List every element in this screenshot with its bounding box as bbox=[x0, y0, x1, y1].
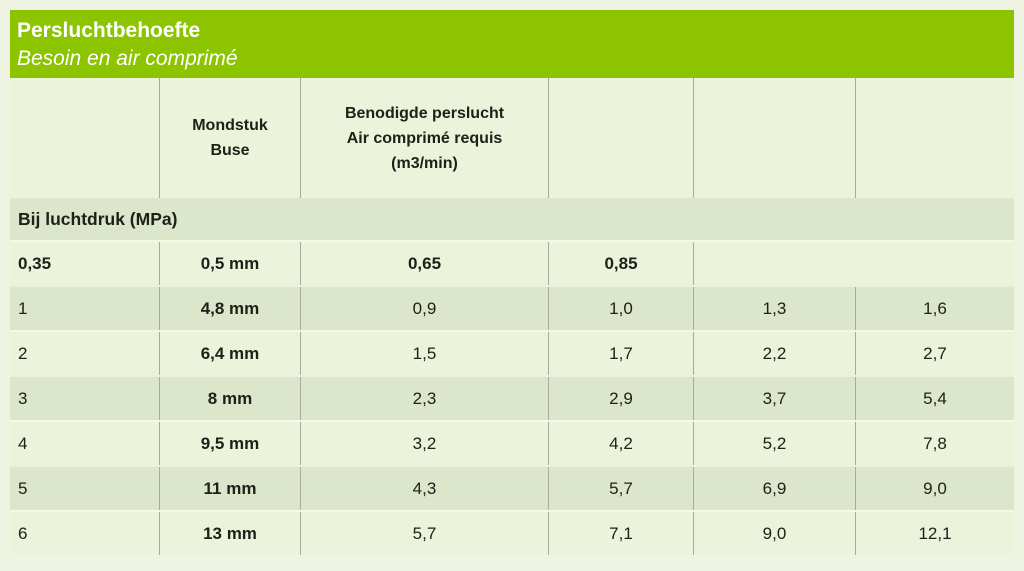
air-header-unit: (m3/min) bbox=[391, 154, 458, 172]
value-cell: 1,5 bbox=[300, 332, 548, 375]
air-required-column-header: Benodigde perslucht Air comprimé requis … bbox=[300, 78, 548, 198]
nozzle-cell: 8 mm bbox=[159, 377, 300, 420]
table-row: 2 6,4 mm 1,5 1,7 2,2 2,7 bbox=[10, 330, 1014, 375]
pressure-cell: 1 bbox=[18, 299, 28, 318]
nozzle-header-line-fr: Buse bbox=[210, 142, 250, 159]
empty-header-cell bbox=[548, 78, 693, 198]
nozzle-cell: 0,5 mm bbox=[159, 242, 300, 285]
value-cell: 2,9 bbox=[548, 377, 693, 420]
empty-header-cell bbox=[10, 78, 159, 198]
pressure-cell: 0,35 bbox=[18, 254, 52, 273]
nozzle-cell: 13 mm bbox=[159, 512, 300, 555]
pressure-cell: 2 bbox=[18, 344, 28, 363]
table-row: 6 13 mm 5,7 7,1 9,0 12,1 bbox=[10, 510, 1014, 555]
table-title-bar: Persluchtbehoefte Besoin en air comprimé bbox=[10, 10, 1014, 78]
table-row: 5 11 mm 4,3 5,7 6,9 9,0 bbox=[10, 465, 1014, 510]
column-header-row: Mondstuk Buse Benodigde perslucht Air co… bbox=[10, 78, 1014, 198]
table-subtitle: Besoin en air comprimé bbox=[17, 46, 238, 70]
nozzle-column-header: Mondstuk Buse bbox=[159, 78, 300, 198]
value-cell: 7,8 bbox=[855, 422, 1014, 465]
pressure-cell: 6 bbox=[18, 524, 28, 543]
nozzle-cell: 4,8 mm bbox=[159, 287, 300, 330]
air-pressure-band: Bij luchtdruk (MPa) bbox=[10, 198, 1014, 240]
value-cell: 6,9 bbox=[693, 467, 855, 510]
value-cell: 1,3 bbox=[693, 287, 855, 330]
air-header-line-fr: Air comprimé requis bbox=[346, 129, 503, 147]
value-cell: 9,0 bbox=[855, 467, 1014, 510]
table-row: 1 4,8 mm 0,9 1,0 1,3 1,6 bbox=[10, 285, 1014, 330]
value-cell: 4,2 bbox=[548, 422, 693, 465]
column-divider bbox=[159, 85, 160, 194]
column-divider bbox=[300, 85, 301, 194]
nozzle-cell: 11 mm bbox=[159, 467, 300, 510]
nozzle-header-line-nl: Mondstuk bbox=[192, 117, 268, 134]
table-row: 3 8 mm 2,3 2,9 3,7 5,4 bbox=[10, 375, 1014, 420]
value-cell: 5,2 bbox=[693, 422, 855, 465]
pressure-cell: 3 bbox=[18, 389, 28, 408]
value-cell: 5,7 bbox=[548, 467, 693, 510]
value-cell: 2,2 bbox=[693, 332, 855, 375]
table-row: 4 9,5 mm 3,2 4,2 5,2 7,8 bbox=[10, 420, 1014, 465]
value-cell: 9,0 bbox=[693, 512, 855, 555]
empty-header-cell bbox=[693, 78, 855, 198]
table-body: 0,35 0,5 mm 0,65 0,85 1 4,8 mm 0,9 1,0 1… bbox=[10, 240, 1014, 555]
value-cell: 5,7 bbox=[300, 512, 548, 555]
compressed-air-requirements-table: Persluchtbehoefte Besoin en air comprimé… bbox=[10, 10, 1014, 555]
value-cell: 0,9 bbox=[300, 287, 548, 330]
value-cell: 12,1 bbox=[855, 512, 1014, 555]
value-cell: 0,85 bbox=[548, 242, 693, 285]
value-cell bbox=[693, 242, 855, 285]
nozzle-cell: 9,5 mm bbox=[159, 422, 300, 465]
value-cell: 2,3 bbox=[300, 377, 548, 420]
value-cell: 3,7 bbox=[693, 377, 855, 420]
table-row: 0,35 0,5 mm 0,65 0,85 bbox=[10, 240, 1014, 285]
air-header-line-nl: Benodigde perslucht bbox=[344, 104, 505, 122]
pressure-cell: 4 bbox=[18, 434, 28, 453]
nozzle-cell: 6,4 mm bbox=[159, 332, 300, 375]
value-cell: 5,4 bbox=[855, 377, 1014, 420]
value-cell: 3,2 bbox=[300, 422, 548, 465]
value-cell bbox=[855, 242, 1014, 285]
value-cell: 1,0 bbox=[548, 287, 693, 330]
value-cell: 2,7 bbox=[855, 332, 1014, 375]
value-cell: 7,1 bbox=[548, 512, 693, 555]
pressure-cell: 5 bbox=[18, 479, 28, 498]
value-cell: 1,7 bbox=[548, 332, 693, 375]
empty-header-cell bbox=[855, 78, 1014, 198]
value-cell: 1,6 bbox=[855, 287, 1014, 330]
table-title: Persluchtbehoefte bbox=[17, 18, 201, 42]
value-cell: 0,65 bbox=[300, 242, 548, 285]
value-cell: 4,3 bbox=[300, 467, 548, 510]
column-divider bbox=[548, 85, 549, 194]
air-pressure-band-label: Bij luchtdruk (MPa) bbox=[18, 208, 178, 229]
